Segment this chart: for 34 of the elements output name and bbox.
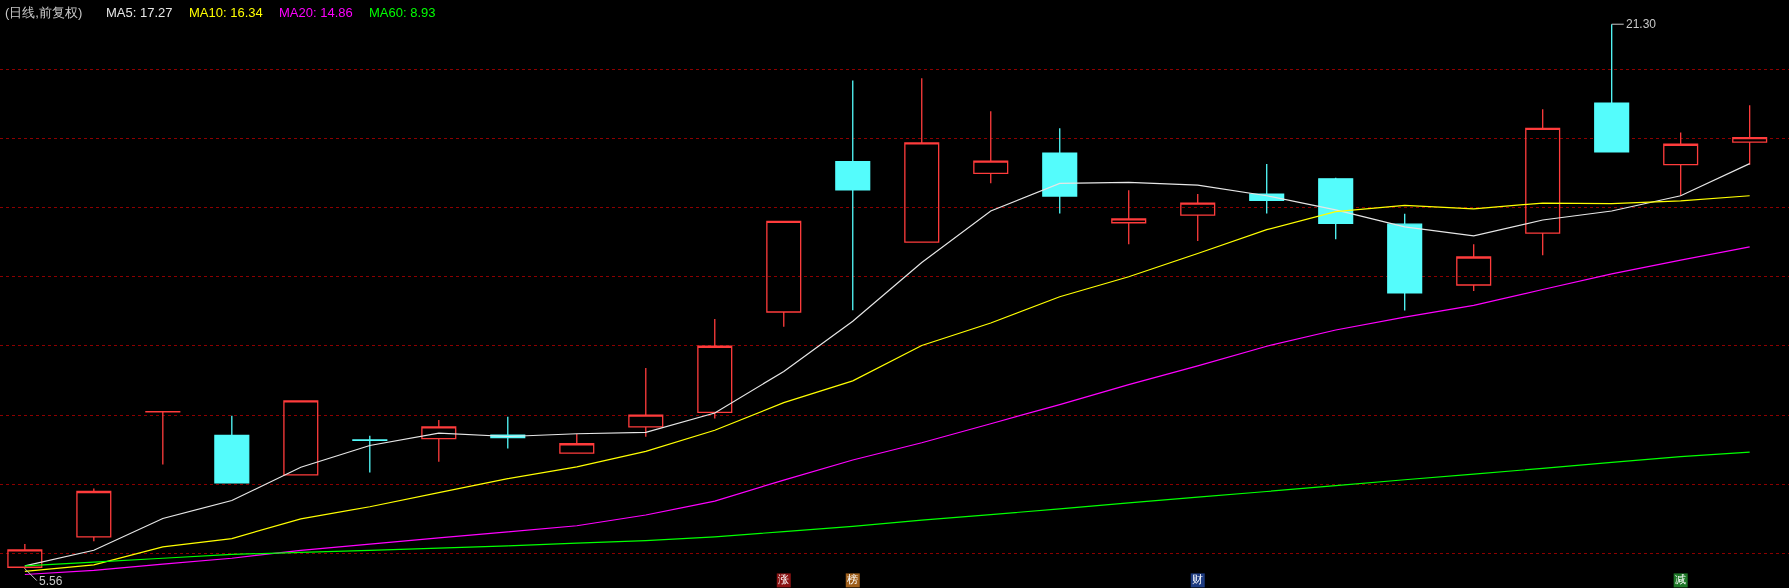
candlestick — [1318, 177, 1354, 240]
text: MA20: 14.86 — [279, 5, 353, 20]
candlestick — [766, 220, 802, 328]
data-label: 减 — [1675, 573, 1687, 586]
candlestick — [1525, 108, 1561, 256]
candlestick — [145, 410, 181, 466]
candlestick — [1456, 243, 1492, 292]
candlestick — [214, 415, 250, 484]
candlestick — [559, 433, 595, 454]
chart-title: (日线,前复权) — [5, 5, 83, 20]
candlestick — [1111, 189, 1147, 245]
candlestick — [1732, 104, 1768, 166]
candlestick — [697, 318, 733, 420]
annotation: 21.30 — [1626, 17, 1657, 31]
candlestick — [352, 435, 388, 474]
candlestick — [283, 400, 319, 476]
text: MA60: 8.93 — [369, 5, 436, 20]
candlestick — [628, 367, 664, 438]
candlestick — [904, 77, 940, 243]
data-label: 财 — [1192, 573, 1204, 586]
candlestick — [1387, 213, 1423, 312]
text: MA5: 17.27 — [106, 5, 173, 20]
candlestick — [1180, 193, 1216, 242]
text: MA10: 16.34 — [189, 5, 263, 20]
candlestick — [1663, 131, 1699, 197]
data-label: 涨 — [778, 573, 790, 586]
candlestick — [835, 79, 871, 311]
candlestick — [76, 487, 112, 542]
candlestick — [7, 543, 43, 570]
candlestick — [973, 110, 1009, 184]
data-label: 榜 — [847, 573, 859, 586]
candlestick — [1042, 127, 1078, 215]
candlestick — [421, 419, 457, 463]
annotation: 5.56 — [39, 574, 63, 588]
